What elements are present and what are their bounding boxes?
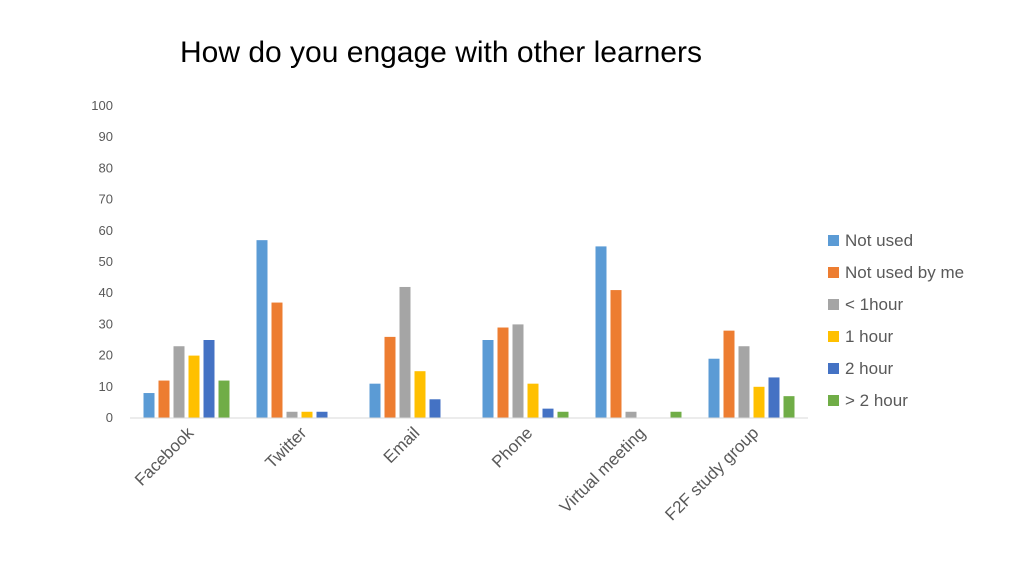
bar-email-series-2 [384, 336, 396, 418]
bar-virtual-meeting-series-6 [670, 411, 682, 418]
bar-twitter-series-3 [286, 411, 298, 418]
legend-label: Not used [845, 231, 913, 250]
legend-label: Not used by me [845, 263, 964, 282]
bar-virtual-meeting-series-3 [625, 411, 637, 418]
bar-virtual-meeting-series-2 [610, 290, 622, 418]
x-category-label: Virtual meeting [556, 423, 649, 516]
bar-email-series-4 [414, 371, 426, 418]
y-tick-label: 10 [99, 379, 113, 394]
x-category-label: Phone [488, 423, 536, 471]
y-axis: 0 10 20 30 40 50 60 70 80 90 100 [91, 98, 113, 425]
legend-swatch [828, 299, 839, 310]
legend-label: 1 hour [845, 327, 894, 346]
bar-f2f-study-group-series-6 [783, 396, 795, 418]
legend-swatch [828, 331, 839, 342]
bar-twitter-series-4 [301, 411, 313, 418]
bar-phone-series-4 [527, 383, 539, 418]
y-tick-label: 60 [99, 223, 113, 238]
bar-phone-series-3 [512, 324, 524, 418]
legend-label: > 2 hour [845, 391, 908, 410]
x-axis: Facebook Twitter Email Phone Virtual meeting… [130, 417, 808, 524]
y-tick-label: 80 [99, 160, 113, 175]
bar-email-series-5 [429, 399, 441, 418]
bar-phone-series-2 [497, 327, 509, 418]
bar-twitter-series-5 [316, 411, 328, 418]
x-category-label: Facebook [131, 423, 198, 490]
bar-twitter-series-1 [256, 240, 268, 418]
y-tick-label: 30 [99, 316, 113, 331]
bar-facebook-series-1 [143, 393, 155, 418]
bar-f2f-study-group-series-4 [753, 386, 765, 418]
y-tick-label: 0 [106, 410, 113, 425]
bar-f2f-study-group-series-2 [723, 330, 735, 418]
bar-f2f-study-group-series-3 [738, 346, 750, 418]
bar-phone-series-6 [557, 411, 569, 418]
legend-label: < 1hour [845, 295, 903, 314]
bar-phone-series-5 [542, 408, 554, 418]
bar-facebook-series-6 [218, 380, 230, 418]
y-tick-label: 90 [99, 129, 113, 144]
legend-label: 2 hour [845, 359, 894, 378]
legend-swatch [828, 363, 839, 374]
x-category-label: Email [380, 423, 423, 466]
y-tick-label: 70 [99, 192, 113, 207]
legend-swatch [828, 267, 839, 278]
bar-virtual-meeting-series-1 [595, 246, 607, 418]
bar-email-series-1 [369, 383, 381, 418]
bar-facebook-series-3 [173, 346, 185, 418]
bar-twitter-series-2 [271, 302, 283, 418]
bars [143, 240, 795, 418]
y-tick-label: 40 [99, 285, 113, 300]
legend-swatch [828, 235, 839, 246]
bar-facebook-series-4 [188, 355, 200, 418]
chart-title: How do you engage with other learners [180, 36, 702, 69]
bar-phone-series-1 [482, 340, 494, 418]
y-tick-label: 100 [91, 98, 113, 113]
legend: Not used Not used by me < 1hour 1 hour 2 hou… [828, 231, 964, 410]
bar-f2f-study-group-series-5 [768, 377, 780, 418]
y-tick-label: 50 [99, 254, 113, 269]
bar-f2f-study-group-series-1 [708, 358, 720, 418]
x-category-label: Twitter [261, 423, 310, 472]
x-category-label: F2F study group [661, 423, 762, 524]
bar-email-series-3 [399, 286, 411, 418]
y-tick-label: 20 [99, 348, 113, 363]
bar-facebook-series-2 [158, 380, 170, 418]
legend-swatch [828, 395, 839, 406]
bar-facebook-series-5 [203, 340, 215, 418]
